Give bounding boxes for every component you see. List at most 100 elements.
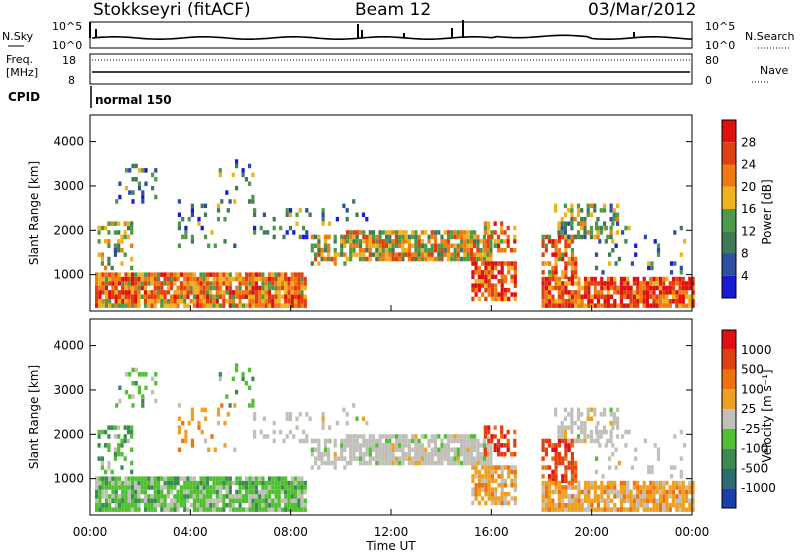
velocity-cell xyxy=(503,500,508,506)
power-cell xyxy=(126,225,131,231)
velocity-cell xyxy=(115,403,119,408)
power-cell xyxy=(290,276,294,282)
power-cell xyxy=(215,294,219,299)
velocity-cell xyxy=(280,480,285,486)
power-cell xyxy=(541,239,545,244)
power-cell xyxy=(163,299,167,304)
power-cell xyxy=(371,239,376,244)
velocity-cell xyxy=(496,443,501,448)
velocity-cell xyxy=(500,429,504,435)
velocity-cell xyxy=(179,503,183,508)
power-cell xyxy=(678,276,682,282)
power-cell xyxy=(493,239,497,244)
power-cell xyxy=(209,272,213,277)
velocity-cell xyxy=(503,483,508,488)
velocity-cell xyxy=(153,480,157,486)
power-cell xyxy=(649,276,653,282)
velocity-cell xyxy=(544,494,548,499)
power-cell xyxy=(567,303,571,308)
power-cell xyxy=(297,294,301,299)
velocity-cell xyxy=(691,503,695,508)
power-cell xyxy=(564,252,568,257)
velocity-cell xyxy=(114,485,118,490)
power-cell xyxy=(253,230,257,235)
velocity-cell xyxy=(417,447,421,452)
power-cell xyxy=(235,276,239,282)
power-cell xyxy=(205,285,210,291)
velocity-colorbar-label: Velocity [m s⁻¹] xyxy=(760,369,774,462)
velocity-cell xyxy=(599,434,603,439)
power-cell xyxy=(305,208,309,213)
power-cell xyxy=(560,225,564,231)
power-cell xyxy=(593,290,597,295)
velocity-cell xyxy=(557,438,561,444)
power-cell xyxy=(264,281,268,286)
power-cell xyxy=(624,225,628,231)
power-cell xyxy=(349,248,353,253)
power-cell xyxy=(616,216,620,222)
velocity-cell xyxy=(688,489,692,495)
power-cell xyxy=(238,299,242,304)
power-cell xyxy=(314,252,318,257)
power-cell xyxy=(679,252,683,257)
power-cell xyxy=(507,270,511,275)
power-cell xyxy=(235,159,239,164)
power-cell xyxy=(494,296,498,302)
power-cell xyxy=(576,230,581,235)
velocity-cell xyxy=(173,507,177,512)
velocity-cell xyxy=(636,494,640,499)
velocity-cell xyxy=(144,385,148,390)
velocity-cell xyxy=(576,407,581,413)
velocity-cell xyxy=(134,498,138,503)
power-cell xyxy=(144,181,148,186)
power-cell xyxy=(375,256,379,262)
velocity-cell xyxy=(111,489,115,495)
power-cell xyxy=(212,276,216,282)
power-cell xyxy=(160,294,164,299)
power-cell xyxy=(163,281,167,286)
velocity-cell xyxy=(388,456,392,461)
power-cell xyxy=(688,299,692,304)
velocity-cell xyxy=(583,429,587,435)
power-cell xyxy=(279,225,283,231)
power-cell xyxy=(570,221,574,226)
power-cell xyxy=(614,243,618,248)
velocity-cell xyxy=(104,503,108,508)
velocity-cell xyxy=(333,443,337,448)
velocity-cell xyxy=(613,503,617,508)
velocity-cell xyxy=(487,491,491,497)
velocity-cell xyxy=(209,476,213,481)
power-cell xyxy=(580,234,584,240)
power-cell xyxy=(218,290,223,295)
velocity-cell xyxy=(473,434,477,439)
velocity-cell xyxy=(490,438,494,444)
power-cell xyxy=(623,294,627,299)
power-cell xyxy=(153,281,157,286)
velocity-cell xyxy=(626,494,630,499)
power-cell xyxy=(685,290,689,295)
power-cell xyxy=(487,274,491,280)
power-cell xyxy=(218,168,222,173)
velocity-cell xyxy=(183,476,187,481)
velocity-cell xyxy=(385,452,389,457)
power-cell xyxy=(349,256,353,262)
power-cell xyxy=(199,294,203,299)
power-cell xyxy=(453,243,457,248)
velocity-cell xyxy=(333,465,337,470)
power-cell xyxy=(134,290,138,295)
power-cell xyxy=(251,276,255,282)
power-cell xyxy=(277,285,281,291)
power-cell xyxy=(225,272,229,277)
velocity-cell xyxy=(655,480,659,486)
power-cell xyxy=(561,303,565,308)
velocity-cell xyxy=(292,434,296,439)
power-cell xyxy=(665,303,669,308)
power-cell xyxy=(639,285,643,291)
velocity-cell xyxy=(541,465,545,470)
power-cell xyxy=(554,265,558,271)
velocity-cell xyxy=(271,507,275,512)
power-cell xyxy=(414,230,418,235)
power-cell xyxy=(314,234,318,240)
power-cell xyxy=(486,256,490,262)
power-cell xyxy=(285,230,289,235)
